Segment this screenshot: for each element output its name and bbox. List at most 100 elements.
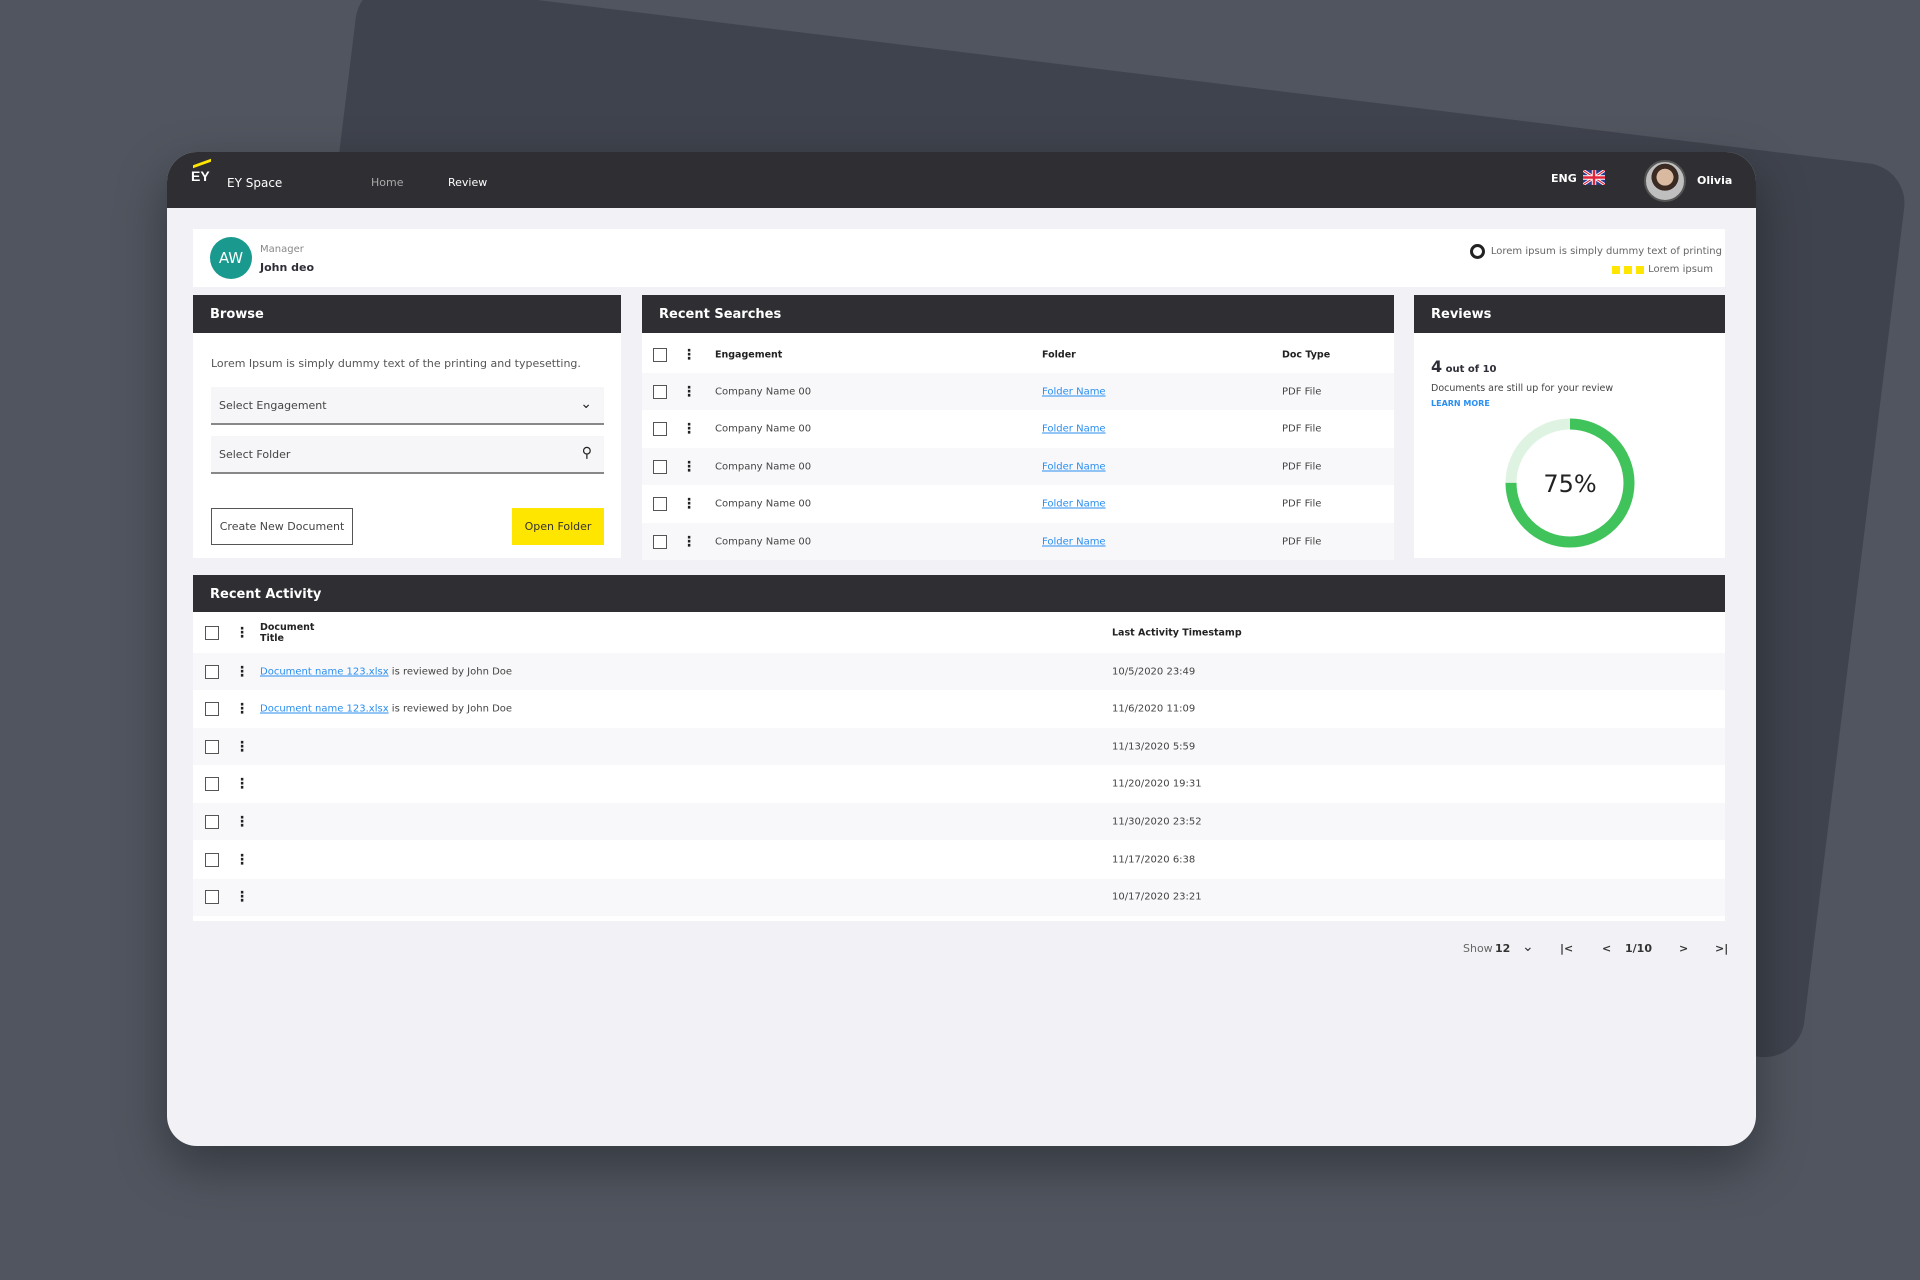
globe-icon: [1469, 244, 1485, 259]
select-all-checkbox[interactable]: [205, 625, 219, 640]
doc-type-cell: PDF File: [1282, 498, 1322, 510]
row-checkbox[interactable]: [205, 852, 219, 867]
browse-panel: Browse Lorem Ipsum is simply dummy text …: [193, 295, 621, 558]
user-name[interactable]: Olivia: [1697, 174, 1733, 187]
first-page-icon[interactable]: |<: [1560, 942, 1574, 955]
open-folder-button[interactable]: Open Folder: [512, 508, 604, 545]
timestamp-cell: 11/6/2020 11:09: [1112, 703, 1196, 715]
table-row[interactable]: ⋮ Document name 123.xlsx is reviewed by J…: [193, 691, 1725, 728]
engagement-placeholder: Select Engagement: [219, 399, 327, 412]
table-row[interactable]: ⋮ Document name 123.xlsx is reviewed by J…: [193, 653, 1725, 690]
row-checkbox[interactable]: [653, 384, 667, 399]
table-row[interactable]: ⋮ Company Name 00 Folder Name PDF File: [642, 448, 1394, 485]
row-checkbox[interactable]: [205, 890, 219, 905]
timestamp-cell: 11/30/2020 23:52: [1112, 816, 1202, 828]
table-row[interactable]: ⋮ Company Name 00 Folder Name PDF File: [642, 373, 1394, 410]
next-page-icon[interactable]: >: [1679, 942, 1689, 955]
table-row[interactable]: ⋮ 11/30/2020 23:52: [193, 803, 1725, 841]
chevron-down-icon[interactable]: ⌄: [1522, 939, 1534, 955]
more-options-icon[interactable]: ⋮: [235, 851, 249, 868]
table-row[interactable]: ⋮ Company Name 00 Folder Name PDF File: [642, 411, 1394, 448]
row-checkbox[interactable]: [653, 422, 667, 436]
table-row[interactable]: ⋮ Company Name 00 Folder Name PDF File: [642, 523, 1394, 560]
last-page-icon[interactable]: >|: [1715, 942, 1729, 955]
row-checkbox[interactable]: [653, 497, 667, 511]
browse-description: Lorem Ipsum is simply dummy text of the …: [211, 357, 581, 370]
table-row[interactable]: ⋮ 11/20/2020 19:31: [193, 766, 1725, 803]
more-options-icon[interactable]: ⋮: [682, 533, 696, 550]
more-options-icon[interactable]: ⋮: [235, 738, 249, 755]
info-text: Lorem ipsum is simply dummy text of prin…: [1490, 246, 1722, 257]
more-options-icon[interactable]: ⋮: [235, 776, 249, 793]
column-doc-type[interactable]: Doc Type: [1282, 349, 1331, 360]
row-checkbox[interactable]: [653, 534, 667, 549]
search-icon: ⚲: [581, 445, 592, 461]
table-row[interactable]: ⋮ Company Name 00 Folder Name PDF File: [642, 486, 1394, 523]
timestamp-cell: 10/17/2020 23:21: [1112, 891, 1202, 903]
timestamp-cell: 11/20/2020 19:31: [1112, 778, 1202, 790]
recent-activity-panel: Recent Activity ⋮ Document Title Last Ac…: [193, 575, 1725, 921]
table-row[interactable]: ⋮ 10/17/2020 23:21: [193, 878, 1725, 916]
more-options-icon[interactable]: ⋮: [235, 701, 249, 718]
language-selector[interactable]: ENG: [1551, 172, 1577, 185]
doc-type-cell: PDF File: [1282, 461, 1322, 472]
recent-searches-title: Recent Searches: [642, 295, 1394, 333]
uk-flag-icon[interactable]: [1583, 170, 1605, 185]
more-options-icon[interactable]: ⋮: [682, 496, 696, 512]
create-new-document-button[interactable]: Create New Document: [211, 508, 353, 545]
document-link[interactable]: Document name 123.xlsx: [260, 666, 389, 677]
row-checkbox[interactable]: [205, 739, 219, 754]
document-link[interactable]: Document name 123.xlsx: [260, 703, 389, 715]
column-folder[interactable]: Folder: [1042, 349, 1076, 360]
more-options-icon[interactable]: ⋮: [235, 663, 249, 680]
folder-link[interactable]: Folder Name: [1042, 423, 1106, 435]
more-options-icon[interactable]: ⋮: [235, 889, 249, 906]
more-options-icon[interactable]: ⋮: [235, 624, 249, 641]
folder-placeholder: Select Folder: [219, 448, 291, 461]
donut-percent-label: 75%: [1543, 470, 1596, 498]
recent-searches-panel: Recent Searches ⋮ Engagement Folder Doc …: [642, 295, 1394, 560]
app-window: EY EY Space Home Review ENG Olivia AW Ma…: [167, 152, 1756, 1146]
prev-page-icon[interactable]: <: [1602, 942, 1612, 955]
more-options-icon[interactable]: ⋮: [235, 813, 249, 830]
select-all-checkbox[interactable]: [653, 347, 667, 362]
row-checkbox[interactable]: [205, 702, 219, 717]
timestamp-cell: 10/5/2020 23:49: [1112, 666, 1196, 677]
more-options-icon[interactable]: ⋮: [682, 421, 696, 437]
profile-name: John deo: [260, 261, 315, 274]
pagination: Show 12 ⌄ |< < 1/10 > >|: [167, 939, 1756, 962]
ey-logo[interactable]: EY: [191, 158, 211, 184]
nav-home[interactable]: Home: [371, 176, 404, 189]
folder-link[interactable]: Folder Name: [1042, 461, 1106, 472]
learn-more-link[interactable]: LEARN MORE: [1431, 399, 1490, 408]
column-document-title[interactable]: Document Title: [260, 621, 315, 644]
page-size-select[interactable]: 12: [1495, 942, 1511, 955]
progress-donut: 75%: [1505, 418, 1635, 548]
user-avatar[interactable]: [1644, 160, 1686, 202]
column-engagement[interactable]: Engagement: [715, 349, 783, 360]
row-checkbox[interactable]: [653, 459, 667, 474]
doc-type-cell: PDF File: [1282, 536, 1322, 547]
show-label: Show: [1463, 942, 1493, 955]
select-engagement-dropdown[interactable]: Select Engagement ⌄: [211, 387, 604, 425]
row-checkbox[interactable]: [205, 814, 219, 829]
table-header-row: ⋮ Document Title Last Activity Timestamp: [193, 612, 1725, 653]
info-sub-text: Lorem ipsum: [1648, 264, 1713, 275]
browse-title: Browse: [193, 295, 621, 333]
more-options-icon[interactable]: ⋮: [682, 383, 696, 400]
nav-review[interactable]: Review: [448, 176, 488, 189]
row-checkbox[interactable]: [205, 777, 219, 792]
table-row[interactable]: ⋮ 11/13/2020 5:59: [193, 728, 1725, 766]
table-row[interactable]: ⋮ 11/17/2020 6:38: [193, 841, 1725, 878]
column-last-activity[interactable]: Last Activity Timestamp: [1112, 627, 1242, 638]
folder-link[interactable]: Folder Name: [1042, 498, 1106, 510]
engagement-cell: Company Name 00: [715, 536, 812, 547]
more-options-icon[interactable]: ⋮: [682, 346, 696, 363]
more-options-icon[interactable]: ⋮: [682, 458, 696, 475]
folder-link[interactable]: Folder Name: [1042, 386, 1106, 397]
row-checkbox[interactable]: [205, 664, 219, 679]
select-folder-input[interactable]: Select Folder ⚲: [211, 436, 604, 474]
review-description: Documents are still up for your review: [1431, 383, 1614, 394]
folder-link[interactable]: Folder Name: [1042, 536, 1106, 547]
recent-activity-title: Recent Activity: [193, 575, 1725, 613]
